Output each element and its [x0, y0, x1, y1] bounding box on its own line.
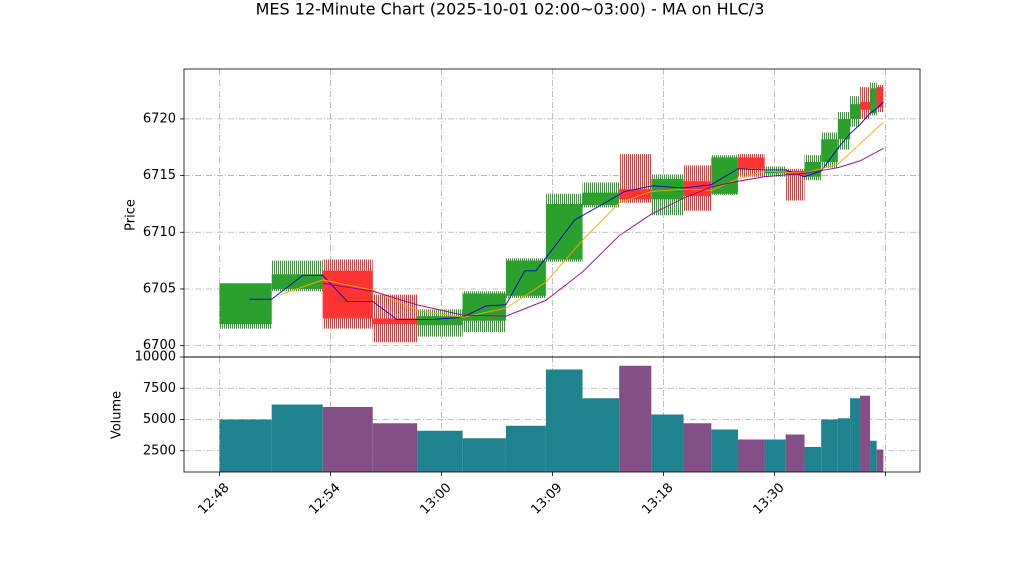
- candle-body: [619, 189, 652, 200]
- volume-tick-label: 5000: [143, 412, 176, 427]
- candle-body: [417, 316, 463, 326]
- candle-body: [683, 181, 712, 196]
- ma-line: [249, 101, 884, 321]
- volume-bar: [860, 395, 871, 472]
- volume-bar: [582, 398, 620, 472]
- y-axis-label: Price: [124, 199, 139, 231]
- y-tick-label: 6705: [143, 281, 176, 296]
- candle-body: [837, 118, 851, 140]
- volume-bar: [271, 404, 323, 472]
- volume-bar: [764, 439, 786, 472]
- x-tick-label: 12:54: [306, 480, 343, 517]
- volume-bar: [711, 429, 738, 472]
- candle-body: [737, 157, 765, 169]
- candle-body: [372, 318, 418, 325]
- y-tick-label: 6715: [143, 168, 176, 183]
- volume-bar: [870, 440, 877, 472]
- volume-bar: [804, 447, 822, 472]
- candle-body: [271, 274, 323, 289]
- volume-bar: [545, 369, 583, 472]
- plot-area: 6700 6705 6710 6715 6720 2500 5000 7500 10000 12:…: [135, 68, 921, 518]
- x-tick-label: 13:18: [640, 480, 677, 517]
- candle-body: [651, 178, 684, 200]
- volume-bar: [785, 434, 805, 472]
- candle-body: [711, 157, 738, 194]
- volume-bar: [876, 449, 884, 472]
- x-tick-label: 13:09: [529, 480, 566, 517]
- x-tick-label: 13:30: [751, 480, 788, 517]
- candle-body: [876, 87, 884, 108]
- y-tick-label: 6700: [143, 338, 176, 353]
- x-tick-label: 13:00: [417, 480, 454, 517]
- candle-body: [322, 270, 373, 319]
- chart-title: MES 12-Minute Chart (2025-10-01 02:00~03…: [256, 0, 765, 19]
- volume-bar: [462, 438, 506, 472]
- volume-bar: [651, 414, 684, 472]
- volume-bar: [219, 419, 272, 472]
- volume-bar: [850, 398, 861, 472]
- axes-frame: [183, 356, 921, 473]
- volume-bar: [417, 430, 463, 472]
- candle-body: [582, 192, 620, 206]
- y-tick-label: 6710: [143, 225, 176, 240]
- volume-bar: [737, 439, 765, 472]
- candle-body: [764, 171, 786, 174]
- volume-tick-label: 10000: [135, 350, 176, 365]
- candle-wick: [785, 168, 805, 201]
- volume-bar: [821, 419, 838, 472]
- volume-bar: [837, 418, 851, 472]
- volume-bar: [322, 407, 373, 472]
- candle-body: [219, 283, 272, 325]
- x-tick-label: 12:48: [195, 480, 232, 517]
- volume-tick-label: 7500: [143, 381, 176, 396]
- candle-body: [870, 88, 877, 114]
- volume-bar: [372, 423, 418, 472]
- ma-line: [280, 121, 884, 318]
- candle-body: [821, 139, 838, 162]
- candle-body: [850, 104, 861, 119]
- candle-body: [860, 101, 871, 110]
- volume-axis-label: Volume: [110, 391, 125, 439]
- volume-tick-label: 2500: [143, 443, 176, 458]
- ma-line: [322, 147, 884, 317]
- volume-bar: [619, 365, 652, 472]
- volume-bar: [505, 425, 546, 472]
- y-tick-label: 6720: [143, 111, 176, 126]
- volume-bar: [683, 423, 712, 472]
